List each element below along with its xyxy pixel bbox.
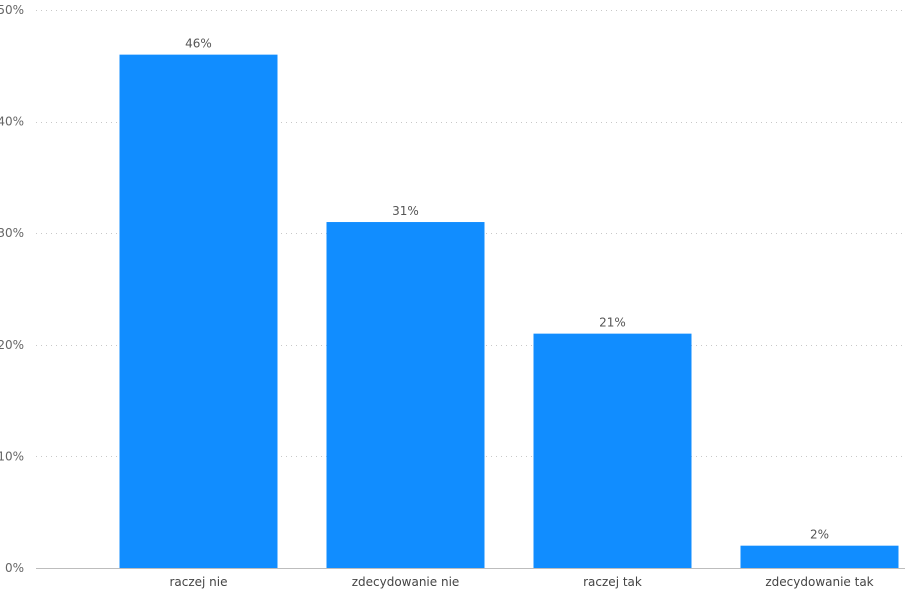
bar-data-label: 46%	[185, 37, 212, 51]
bar-data-label: 2%	[810, 528, 829, 542]
bar-data-label: 31%	[392, 204, 419, 218]
bar[interactable]	[740, 545, 899, 568]
bar-data-label: 21%	[599, 316, 626, 330]
data-labels: 46% 31% 21% 2%	[185, 37, 829, 542]
bar[interactable]	[119, 54, 278, 568]
y-tick-label: 20%	[0, 338, 24, 352]
bar[interactable]	[533, 333, 692, 568]
y-tick-label: 0%	[5, 561, 24, 575]
y-axis-tick-labels: 0% 10% 20% 30% 40% 50%	[0, 3, 24, 575]
gridlines	[36, 10, 905, 569]
x-axis-category-labels: raczej nie zdecydowanie nie raczej tak zdec…	[169, 575, 873, 589]
x-category-label: zdecydowanie nie	[352, 575, 460, 589]
x-category-label: raczej nie	[169, 575, 227, 589]
y-tick-label: 40%	[0, 115, 24, 129]
bar[interactable]	[326, 222, 485, 569]
x-category-label: raczej tak	[583, 575, 642, 589]
y-tick-label: 50%	[0, 3, 24, 17]
y-tick-label: 10%	[0, 449, 24, 463]
bars	[119, 54, 899, 569]
x-category-label: zdecydowanie tak	[765, 575, 873, 589]
y-tick-label: 30%	[0, 226, 24, 240]
